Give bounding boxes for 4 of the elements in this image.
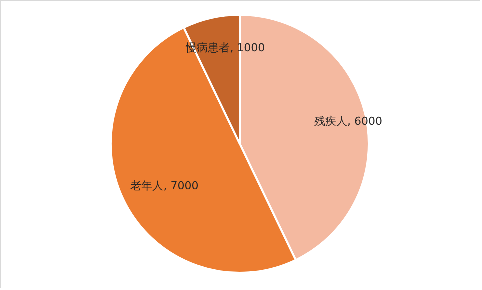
slice-label: 残疾人 — [314, 115, 348, 128]
data-label: , 7000 — [164, 180, 199, 193]
data-label: , 6000 — [348, 115, 383, 128]
slice-label: 老年人 — [130, 180, 164, 193]
